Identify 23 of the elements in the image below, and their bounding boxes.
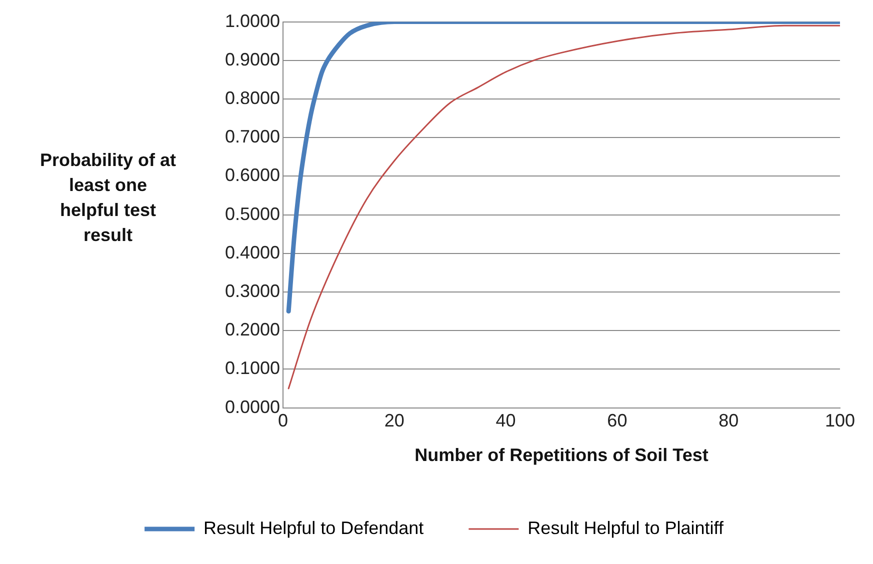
y-tick-label: 0.4000 [224,242,280,262]
y-tick-label: 0.1000 [224,358,280,378]
y-tick-label: 0.7000 [224,126,280,147]
line-series [286,22,840,314]
y-tick-label: 0.3000 [224,280,280,301]
y-tick-label: 0.2000 [224,320,280,340]
y-tick-label: 0.5000 [224,204,280,224]
x-tick-label: 20 [384,410,404,431]
y-axis-title: Probability of at least one helpful test result [38,149,177,247]
x-tick-label: 60 [607,410,628,431]
x-axis-title: Number of Repetitions of Soil Test [414,445,708,466]
y-tick-label: 0.8000 [224,88,280,108]
legend-label: Result Helpful to Plaintiff [528,518,724,538]
x-tick-label: 80 [718,410,739,431]
y-tick-label: 1.0000 [224,10,280,31]
y-tick-label: 0.6000 [224,165,280,186]
x-tick-label: 40 [496,410,516,431]
legend-label: Result Helpful to Defendant [204,518,424,538]
y-tick-label: 0.9000 [224,49,280,70]
x-tick-label: 0 [278,410,288,431]
x-tick-label: 100 [824,410,856,431]
line-series [288,24,840,390]
y-tick-label: 0.0000 [224,396,280,417]
